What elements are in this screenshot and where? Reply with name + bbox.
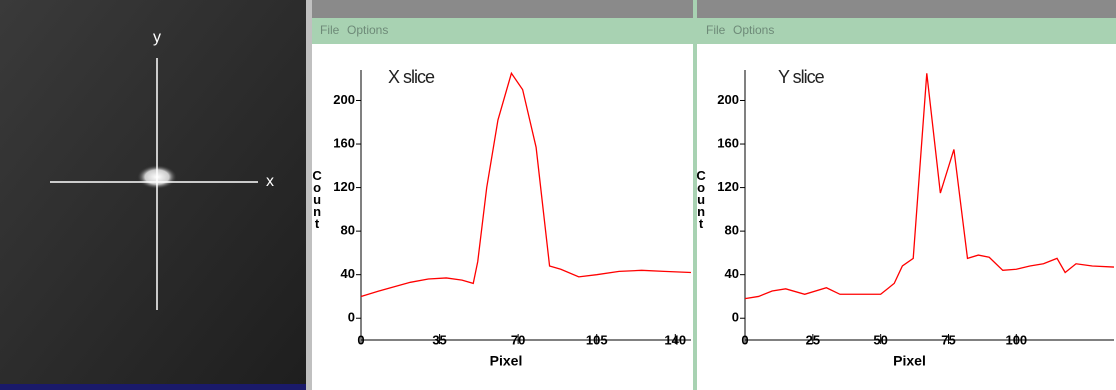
camera-image — [0, 0, 306, 390]
menu-item[interactable]: Options — [347, 23, 388, 37]
y-tick-label: 200 — [333, 92, 355, 107]
screen: y x File Options File Options 0 40 80 120 16… — [0, 0, 1116, 390]
axis-title: Pixel — [490, 353, 523, 369]
axis-marker: y — [153, 29, 161, 46]
menu-item[interactable]: Options — [733, 23, 774, 37]
y-tick-label: 120 — [717, 179, 739, 194]
y-tick-label: 0 — [348, 310, 355, 325]
title-bar — [312, 0, 693, 18]
x-tick-label: 0 — [357, 332, 364, 347]
x-tick-label: 35 — [432, 332, 446, 347]
y-tick-label: 80 — [725, 223, 739, 238]
y-tick-label: 80 — [341, 223, 355, 238]
x-tick-label: 50 — [873, 332, 887, 347]
data-line — [361, 73, 691, 296]
x-tick-label: 100 — [1005, 332, 1027, 347]
x-tick-label: 0 — [741, 332, 748, 347]
x-tick-label: 75 — [941, 332, 955, 347]
page: y x File Options File Options 0 40 80 120 16… — [0, 0, 1116, 390]
y-tick-label: 200 — [717, 92, 739, 107]
y-tick-label: 0 — [732, 310, 739, 325]
x-tick-label: 140 — [664, 332, 686, 347]
chart-title: X slice — [388, 67, 435, 87]
data-line — [745, 73, 1114, 298]
y-tick-label: 40 — [725, 266, 739, 281]
y-tick-label: 160 — [717, 135, 739, 150]
y-tick-label: 40 — [341, 266, 355, 281]
axis-title: Count — [694, 168, 709, 228]
menu-item[interactable]: File — [320, 23, 340, 37]
x-tick-label: 70 — [511, 332, 525, 347]
axis-marker: x — [266, 173, 274, 190]
menu-item[interactable]: File — [706, 23, 726, 37]
axis-title: Pixel — [893, 353, 926, 369]
chart-title: Y slice — [778, 67, 825, 87]
image-border — [0, 384, 306, 390]
title-bar — [697, 0, 1116, 18]
y-tick-label: 160 — [333, 135, 355, 150]
x-tick-label: 105 — [586, 332, 608, 347]
x-tick-label: 25 — [806, 332, 820, 347]
y-tick-label: 120 — [333, 179, 355, 194]
axis-title: Count — [310, 168, 325, 228]
